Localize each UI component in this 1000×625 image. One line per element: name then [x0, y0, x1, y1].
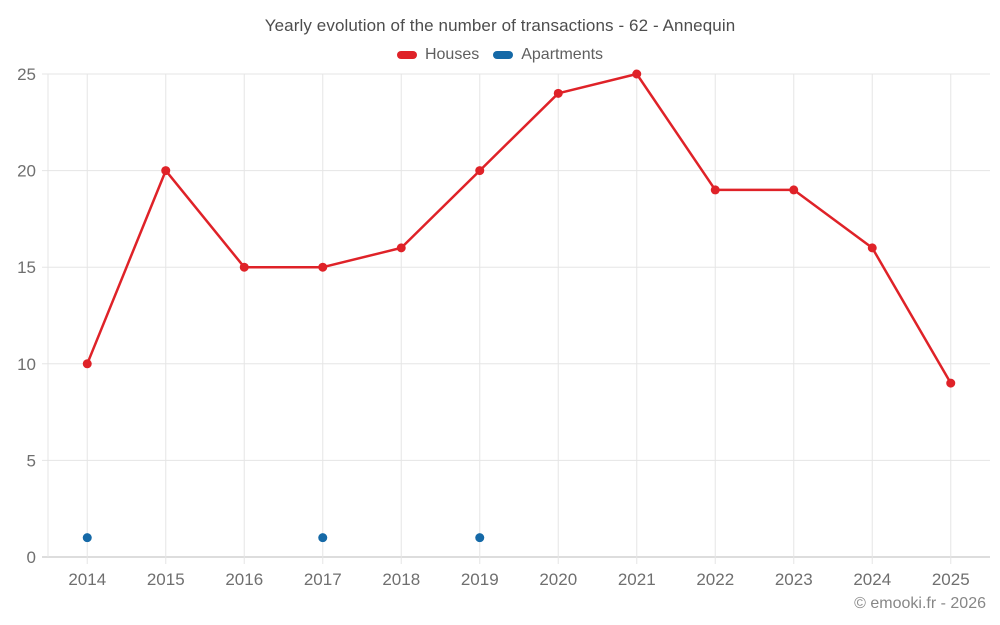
- houses-marker: [161, 166, 171, 176]
- x-tick-label: 2020: [539, 570, 577, 589]
- houses-marker: [475, 166, 485, 176]
- houses-legend-label: Houses: [424, 46, 480, 63]
- legend-item-apartments[interactable]: Apartments: [493, 46, 603, 64]
- houses-marker: [710, 185, 720, 195]
- houses-marker: [82, 359, 92, 369]
- x-tick-label: 2022: [696, 570, 734, 589]
- y-tick-label: 0: [27, 548, 36, 567]
- houses-marker: [553, 88, 563, 98]
- x-tick-label: 2024: [853, 570, 891, 589]
- apartments-marker: [318, 533, 328, 543]
- y-tick-label: 15: [17, 258, 36, 277]
- apartments-marker: [82, 533, 92, 543]
- houses-marker: [396, 243, 406, 253]
- x-tick-label: 2025: [932, 570, 970, 589]
- y-tick-label: 10: [17, 355, 36, 374]
- y-tick-label: 5: [27, 451, 36, 470]
- houses-line: [86, 72, 952, 384]
- x-tick-label: 2021: [618, 570, 656, 589]
- houses-marker: [867, 243, 877, 253]
- x-tick-label: 2015: [147, 570, 185, 589]
- apartments-marker: [475, 533, 485, 543]
- houses-legend-swatch: [396, 51, 417, 59]
- chart-title: Yearly evolution of the number of transa…: [264, 16, 736, 35]
- legend: Houses Apartments: [0, 46, 1000, 64]
- houses-marker: [318, 262, 328, 272]
- x-tick-label: 2019: [461, 570, 499, 589]
- legend-item-houses[interactable]: Houses: [396, 46, 480, 64]
- y-tick-label: 25: [17, 65, 36, 84]
- x-tick-label: 2014: [68, 570, 106, 589]
- x-tick-label: 2017: [304, 570, 342, 589]
- y-tick-label: 20: [17, 162, 36, 181]
- houses-marker: [789, 185, 799, 195]
- apartments-legend-label: Apartments: [521, 46, 604, 63]
- x-tick-label: 2016: [225, 570, 263, 589]
- copyright: © emooki.fr - 2026: [854, 595, 986, 612]
- houses-marker: [632, 69, 642, 79]
- houses-marker: [239, 262, 249, 272]
- houses-marker: [946, 378, 956, 388]
- x-tick-label: 2023: [775, 570, 813, 589]
- x-tick-label: 2018: [382, 570, 420, 589]
- apartments-legend-swatch: [493, 51, 514, 59]
